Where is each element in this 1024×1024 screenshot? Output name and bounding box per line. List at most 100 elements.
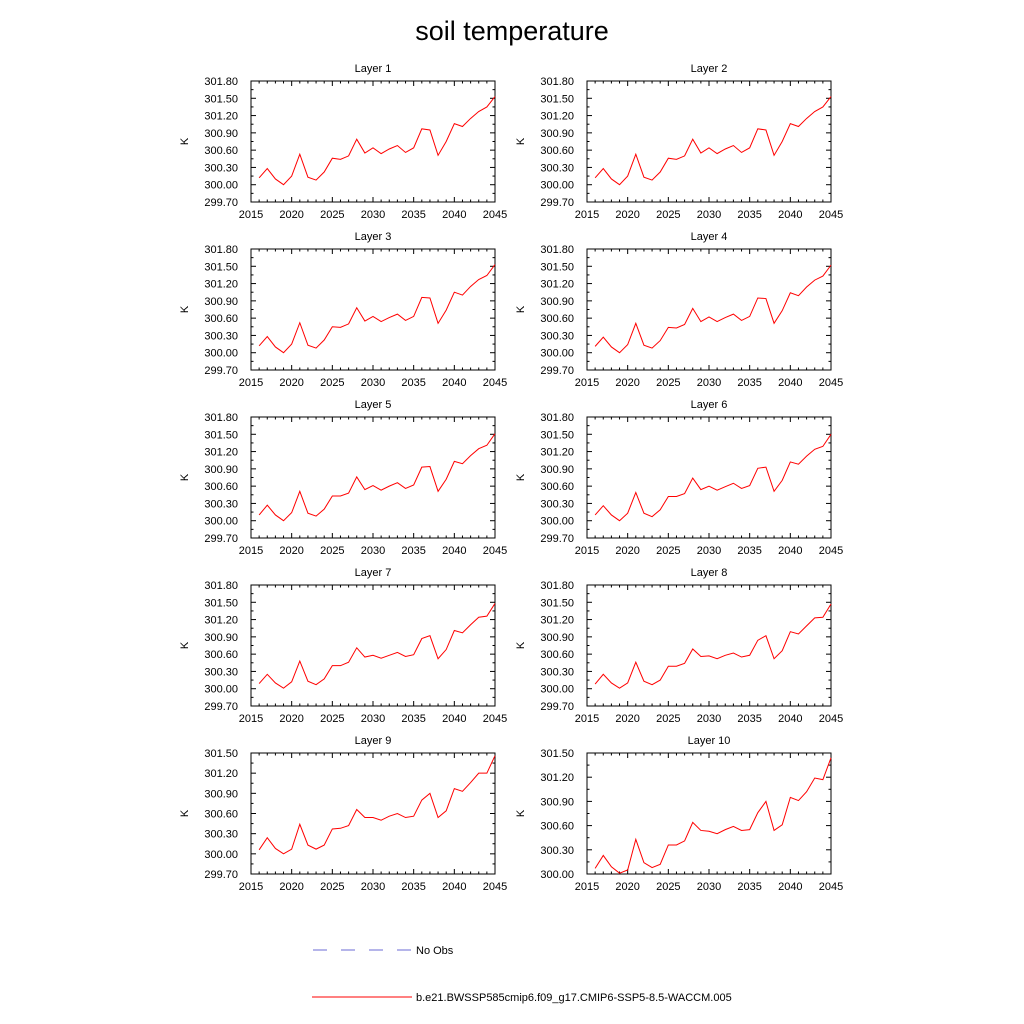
x-tick-label: 2030: [361, 377, 385, 389]
y-tick-label: 300.90: [204, 464, 238, 476]
plot-frame: [250, 248, 496, 371]
y-tick-label: 301.80: [204, 412, 238, 424]
y-axis-label: K: [179, 641, 191, 649]
y-tick-label: 301.50: [540, 748, 574, 760]
x-tick-label: 2025: [656, 377, 680, 389]
x-tick-label: 2015: [239, 713, 263, 725]
series-line: [258, 433, 496, 522]
x-tick-label: 2040: [778, 209, 802, 221]
x-tick-label: 2020: [279, 377, 303, 389]
x-tick-label: 2015: [575, 713, 599, 725]
x-tick-label: 2040: [442, 545, 466, 557]
x-tick-label: 2045: [819, 713, 843, 725]
y-tick-label: 300.90: [204, 788, 238, 800]
x-tick-label: 2035: [737, 713, 761, 725]
x-tick-label: 2040: [778, 545, 802, 557]
x-tick-label: 2025: [320, 209, 344, 221]
y-tick-label: 301.50: [204, 261, 238, 273]
y-tick-label: 301.80: [540, 244, 574, 256]
x-tick-label: 2040: [778, 713, 802, 725]
series-line: [594, 757, 832, 874]
x-tick-label: 2015: [239, 209, 263, 221]
plot-frame: [586, 584, 832, 707]
legend-obs-label: No Obs: [416, 945, 454, 957]
plot-frame: [250, 752, 496, 875]
y-axis-label: K: [179, 473, 191, 481]
panel-title: Layer 3: [355, 231, 392, 243]
x-tick-label: 2025: [656, 545, 680, 557]
plot-frame: [250, 416, 496, 539]
y-tick-label: 300.30: [540, 498, 574, 510]
x-tick-label: 2030: [361, 881, 385, 893]
x-tick-label: 2025: [656, 209, 680, 221]
x-tick-label: 2035: [401, 713, 425, 725]
x-tick-label: 2015: [575, 377, 599, 389]
y-tick-label: 300.90: [540, 296, 574, 308]
series-line: [258, 264, 496, 354]
x-tick-label: 2045: [819, 545, 843, 557]
y-tick-label: 300.00: [204, 516, 238, 528]
y-tick-label: 300.30: [540, 845, 574, 857]
x-tick-label: 2045: [483, 209, 507, 221]
y-axis-label: K: [515, 641, 527, 649]
x-tick-label: 2020: [279, 881, 303, 893]
y-tick-label: 300.90: [540, 464, 574, 476]
y-tick-label: 300.00: [540, 684, 574, 696]
x-tick-label: 2030: [697, 713, 721, 725]
plot-frame: [586, 752, 832, 875]
y-tick-label: 300.30: [540, 162, 574, 174]
panel-title: Layer 4: [691, 231, 728, 243]
y-tick-label: 300.90: [204, 128, 238, 140]
y-tick-label: 301.20: [204, 768, 238, 780]
x-tick-label: 2045: [483, 377, 507, 389]
y-tick-label: 301.80: [540, 76, 574, 88]
y-tick-label: 300.00: [204, 348, 238, 360]
x-tick-label: 2045: [819, 377, 843, 389]
y-tick-label: 300.30: [204, 666, 238, 678]
x-tick-label: 2035: [737, 881, 761, 893]
panel-title: Layer 6: [691, 399, 728, 411]
y-tick-label: 301.80: [540, 412, 574, 424]
x-tick-label: 2025: [320, 881, 344, 893]
panel-title: Layer 5: [355, 399, 392, 411]
y-tick-label: 299.70: [540, 533, 574, 545]
x-tick-label: 2040: [442, 209, 466, 221]
x-tick-label: 2030: [697, 377, 721, 389]
x-tick-label: 2015: [575, 209, 599, 221]
y-tick-label: 300.00: [540, 516, 574, 528]
y-tick-label: 301.20: [540, 615, 574, 627]
chart-panel: Layer 2 K 2015 2020 2025 2030 2035 2040 2045 299.…: [515, 63, 843, 221]
y-tick-label: 300.00: [540, 180, 574, 192]
y-tick-label: 299.70: [204, 197, 238, 209]
x-tick-label: 2015: [575, 545, 599, 557]
y-tick-label: 301.50: [204, 93, 238, 105]
y-tick-label: 299.70: [540, 365, 574, 377]
y-tick-label: 301.20: [540, 279, 574, 291]
x-tick-label: 2045: [483, 713, 507, 725]
y-tick-label: 301.80: [540, 580, 574, 592]
y-tick-label: 300.60: [540, 145, 574, 157]
y-tick-label: 300.30: [204, 498, 238, 510]
x-tick-label: 2040: [442, 377, 466, 389]
x-tick-label: 2020: [279, 209, 303, 221]
y-tick-label: 300.60: [540, 313, 574, 325]
series-line: [258, 603, 496, 689]
x-tick-label: 2035: [737, 377, 761, 389]
y-tick-label: 300.00: [204, 684, 238, 696]
y-tick-label: 300.90: [540, 632, 574, 644]
x-tick-label: 2045: [819, 881, 843, 893]
y-tick-label: 300.90: [204, 296, 238, 308]
x-tick-label: 2045: [483, 881, 507, 893]
x-tick-label: 2020: [615, 713, 639, 725]
x-tick-label: 2025: [320, 377, 344, 389]
chart-panel: Layer 10 K 2015 2020 2025 2030 2035 2040 2045 300…: [515, 735, 843, 893]
chart-panel: Layer 6 K 2015 2020 2025 2030 2035 2040 2045 299.…: [515, 399, 843, 557]
y-tick-label: 300.00: [204, 849, 238, 861]
x-tick-label: 2015: [575, 881, 599, 893]
y-tick-label: 300.60: [540, 821, 574, 833]
x-tick-label: 2020: [615, 377, 639, 389]
plot-frame: [586, 248, 832, 371]
y-tick-label: 301.50: [204, 429, 238, 441]
y-tick-label: 300.00: [540, 869, 574, 881]
y-tick-label: 300.00: [540, 348, 574, 360]
